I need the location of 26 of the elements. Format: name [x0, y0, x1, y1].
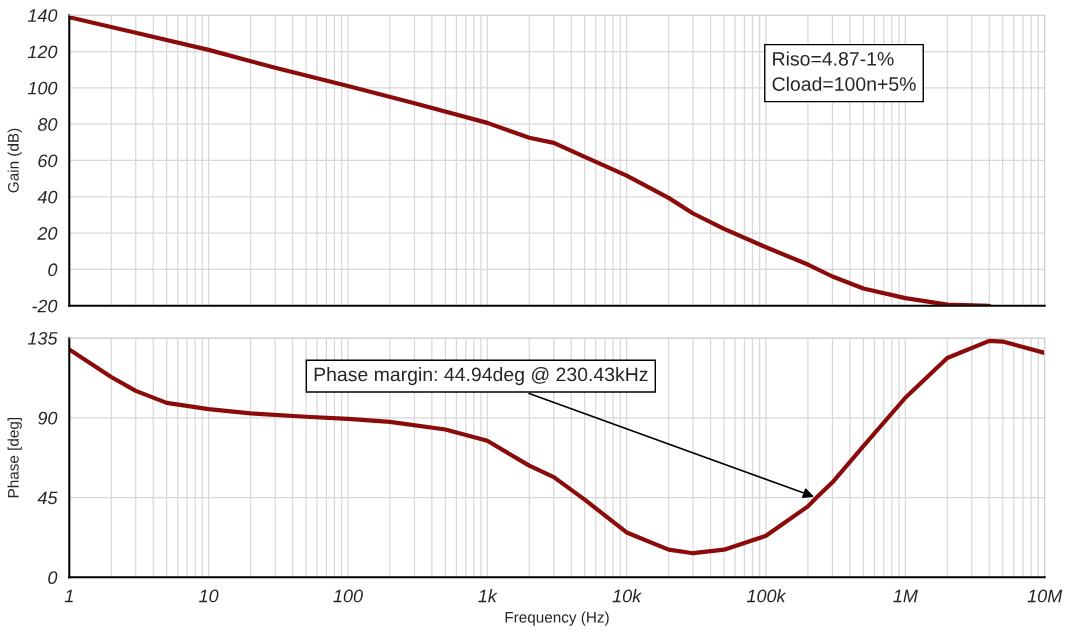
y-tick-label: 90: [38, 411, 58, 425]
x-tick-label: 10k: [612, 589, 642, 603]
x-tick-label: 1k: [478, 589, 498, 603]
y-tick-label: 20: [37, 227, 58, 240]
y-tick-label: 140: [27, 9, 58, 22]
y-tick-label: 120: [27, 45, 58, 59]
y-tick-label: 0: [48, 263, 58, 277]
x-tick-label: 1: [64, 589, 73, 603]
x-tick-label: 1M: [893, 589, 918, 603]
x-tick-label: 100k: [746, 589, 787, 603]
y-tick-label: 40: [37, 190, 58, 204]
y-axis-title: Gain (dB): [7, 128, 22, 193]
y-axis-title: Phase [deg]: [7, 417, 22, 498]
y-tick-label: -20: [32, 299, 58, 313]
y-tick-label: 45: [37, 491, 58, 505]
x-tick-label: 100: [333, 589, 363, 603]
y-tick-label: 100: [27, 81, 58, 95]
annotation: Phase margin: 44.94deg @ 230.43kHz: [314, 367, 648, 386]
y-tick-label: 135: [27, 331, 58, 345]
annotation: Riso=4.87-1% Cload=100n+5%: [772, 51, 916, 91]
y-tick-label: 60: [38, 154, 58, 168]
x-tick-label: 10: [199, 589, 219, 603]
y-tick-label: 80: [37, 118, 58, 131]
x-tick-label: 10M: [1027, 589, 1063, 603]
x-axis-title: Frequency (Hz): [505, 611, 609, 626]
y-tick-label: 0: [48, 571, 58, 585]
